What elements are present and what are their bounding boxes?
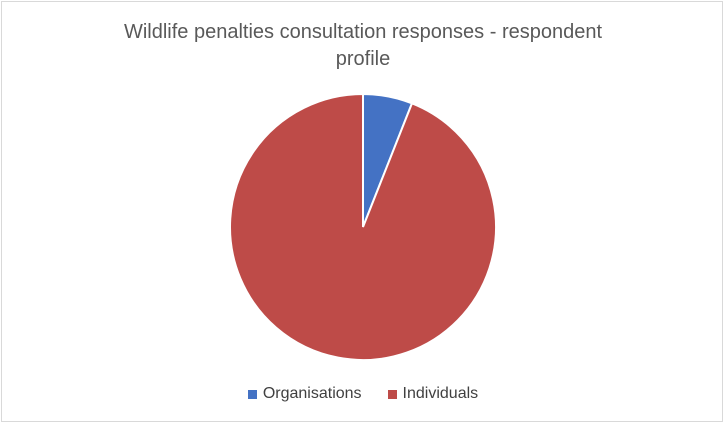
chart-legend: Organisations Individuals (2, 385, 724, 403)
legend-swatch-organisations (247, 389, 257, 399)
chart-title-line-2: profile (335, 48, 391, 70)
chart-title-line-1: Wildlife penalties consultation response… (123, 21, 603, 43)
legend-item-organisations: Organisations (247, 385, 362, 403)
pie-slice-individuals (229, 92, 497, 361)
chart-title: Wildlife penalties consultation response… (2, 19, 724, 73)
pie-slices (229, 92, 497, 361)
legend-swatch-individuals (387, 389, 397, 399)
legend-label-individuals: Individuals (402, 385, 479, 402)
legend-item-individuals: Individuals (387, 385, 479, 403)
legend-label-organisations: Organisations (262, 385, 362, 402)
